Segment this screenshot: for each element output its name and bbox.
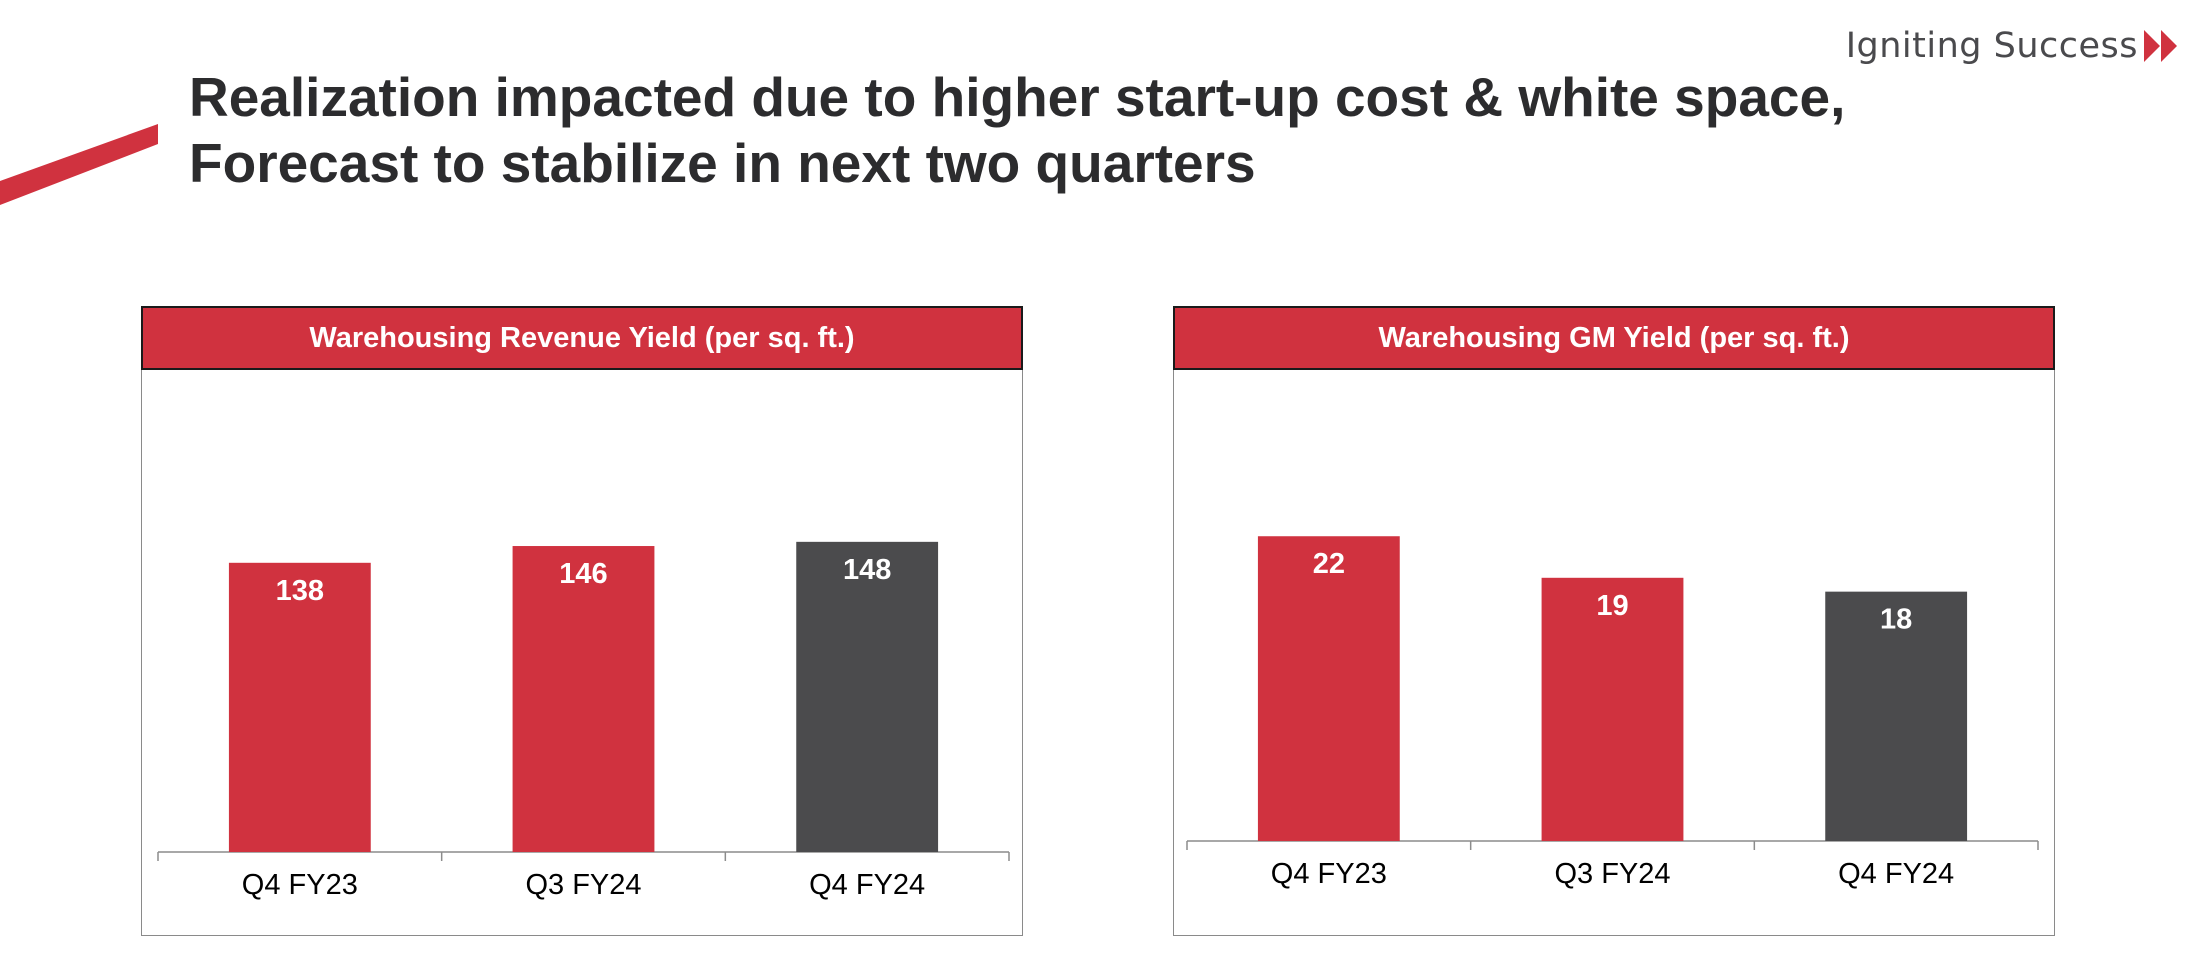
- bar-q3-fy24: [512, 546, 655, 852]
- panel-header: Warehousing GM Yield (per sq. ft.): [1173, 306, 2055, 370]
- brand-logo: Igniting Success: [1846, 24, 2182, 68]
- bar-value-label: 146: [559, 558, 607, 590]
- bar-value-label: 22: [1313, 548, 1345, 580]
- bar-q4-fy24: [796, 541, 939, 852]
- gm-yield-panel: Warehousing GM Yield (per sq. ft.) 22 Q4 …: [1173, 306, 2055, 936]
- bar-q3-fy24: [1541, 577, 1684, 841]
- bar-q4-fy23: [1257, 536, 1400, 841]
- bar-value-label: 138: [276, 575, 324, 607]
- x-tick-label: Q3 FY24: [1554, 858, 1670, 890]
- gm-yield-chart: 22 Q4 FY23 19 Q3 FY24 18 Q4 FY24: [1186, 536, 2039, 890]
- bar-value-label: 148: [843, 554, 891, 586]
- revenue-yield-panel: Warehousing Revenue Yield (per sq. ft.) …: [141, 306, 1023, 936]
- x-tick-label: Q3 FY24: [525, 869, 641, 901]
- page-title-line-2: Forecast to stabilize in next two quarte…: [189, 132, 1256, 194]
- panel-body: [1173, 370, 2055, 936]
- x-tick-label: Q4 FY23: [242, 869, 358, 901]
- red-accent-stripe: [0, 124, 158, 205]
- revenue-yield-chart: 138 Q4 FY23 146 Q3 FY24 148 Q4 FY24: [157, 541, 1010, 901]
- play-arrows-icon: [2144, 28, 2182, 64]
- bar-q4-fy23: [228, 562, 371, 852]
- bar-value-label: 19: [1596, 590, 1628, 622]
- x-tick-label: Q4 FY23: [1271, 858, 1387, 890]
- page-title-line-1: Realization impacted due to higher start…: [189, 66, 1846, 128]
- panel-header: Warehousing Revenue Yield (per sq. ft.): [141, 306, 1023, 370]
- x-tick-label: Q4 FY24: [809, 869, 925, 901]
- brand-tagline: Igniting Success: [1845, 26, 2138, 66]
- panel-body: [141, 370, 1023, 936]
- page-title: Realization impacted due to higher start…: [189, 64, 2089, 196]
- bar-value-label: 18: [1880, 604, 1912, 636]
- bar-q4-fy24: [1825, 591, 1968, 841]
- x-tick-label: Q4 FY24: [1838, 858, 1954, 890]
